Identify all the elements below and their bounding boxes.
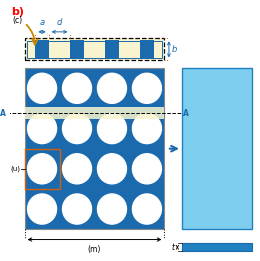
Circle shape [98, 114, 126, 144]
Text: A: A [0, 109, 6, 118]
Circle shape [28, 154, 56, 184]
Circle shape [63, 114, 92, 144]
Bar [25, 107, 164, 119]
Circle shape [28, 194, 56, 224]
Bar [182, 244, 252, 251]
Bar [25, 149, 60, 189]
Circle shape [132, 73, 161, 103]
Circle shape [132, 114, 161, 144]
Bar [27, 40, 163, 58]
Circle shape [98, 194, 126, 224]
Text: b: b [172, 45, 177, 54]
Circle shape [98, 154, 126, 184]
Bar [25, 38, 164, 60]
Circle shape [132, 154, 161, 184]
Text: t: t [172, 243, 175, 252]
Circle shape [28, 73, 56, 103]
Bar [182, 68, 252, 229]
Text: A: A [183, 109, 189, 118]
Text: (m): (m) [88, 245, 101, 254]
Bar [140, 40, 154, 59]
Circle shape [98, 73, 126, 103]
Bar [70, 40, 84, 59]
Bar [25, 68, 164, 229]
Bar [35, 40, 49, 59]
Circle shape [63, 194, 92, 224]
Text: (c): (c) [12, 16, 22, 25]
Text: (u): (u) [11, 165, 21, 172]
Bar [105, 40, 119, 59]
Text: a: a [40, 18, 45, 27]
Text: b): b) [11, 7, 24, 17]
Bar [25, 38, 164, 60]
Circle shape [63, 73, 92, 103]
Circle shape [132, 194, 161, 224]
Circle shape [63, 154, 92, 184]
Text: d: d [57, 18, 62, 27]
Circle shape [28, 114, 56, 144]
